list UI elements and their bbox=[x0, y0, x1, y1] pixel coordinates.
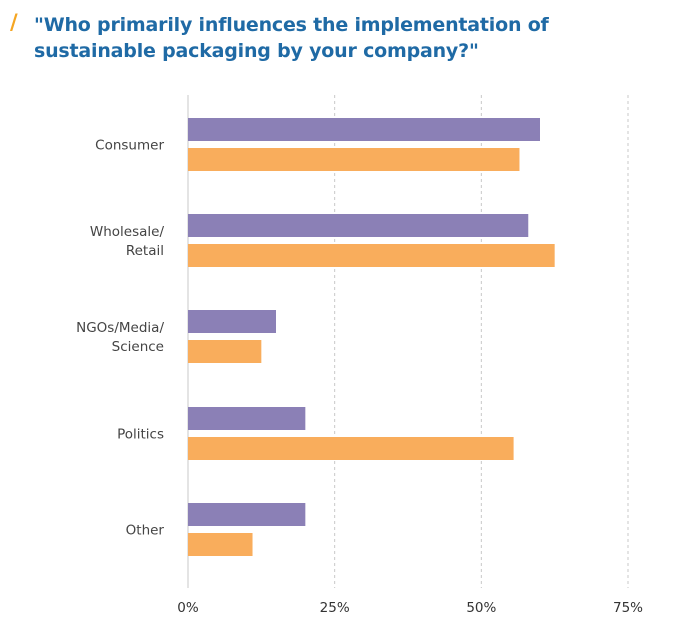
bar-series1 bbox=[188, 407, 306, 430]
category-label: NGOs/Media/ bbox=[76, 320, 164, 336]
category-label: Retail bbox=[126, 243, 164, 259]
category-label: Consumer bbox=[95, 138, 164, 154]
bar-series2 bbox=[188, 533, 253, 556]
category-label: Wholesale/ bbox=[90, 224, 165, 240]
x-tick-label: 25% bbox=[320, 600, 350, 616]
bar-series1 bbox=[188, 503, 306, 526]
chart-title: "Who primarily influences the implementa… bbox=[34, 14, 549, 62]
bar-series1 bbox=[188, 118, 540, 141]
category-label: Science bbox=[112, 339, 164, 355]
bar-series1 bbox=[188, 310, 276, 333]
x-tick-label: 50% bbox=[466, 600, 496, 616]
bar-series1 bbox=[188, 214, 529, 237]
bar-series2 bbox=[188, 437, 514, 460]
x-tick-label: 0% bbox=[177, 600, 199, 616]
x-tick-label: 75% bbox=[613, 600, 643, 616]
bar-series2 bbox=[188, 244, 555, 267]
category-label: Other bbox=[126, 523, 165, 539]
bar-series2 bbox=[188, 340, 262, 363]
title-slash: / bbox=[10, 10, 18, 34]
bar-series2 bbox=[188, 148, 520, 171]
category-label: Politics bbox=[117, 427, 164, 443]
